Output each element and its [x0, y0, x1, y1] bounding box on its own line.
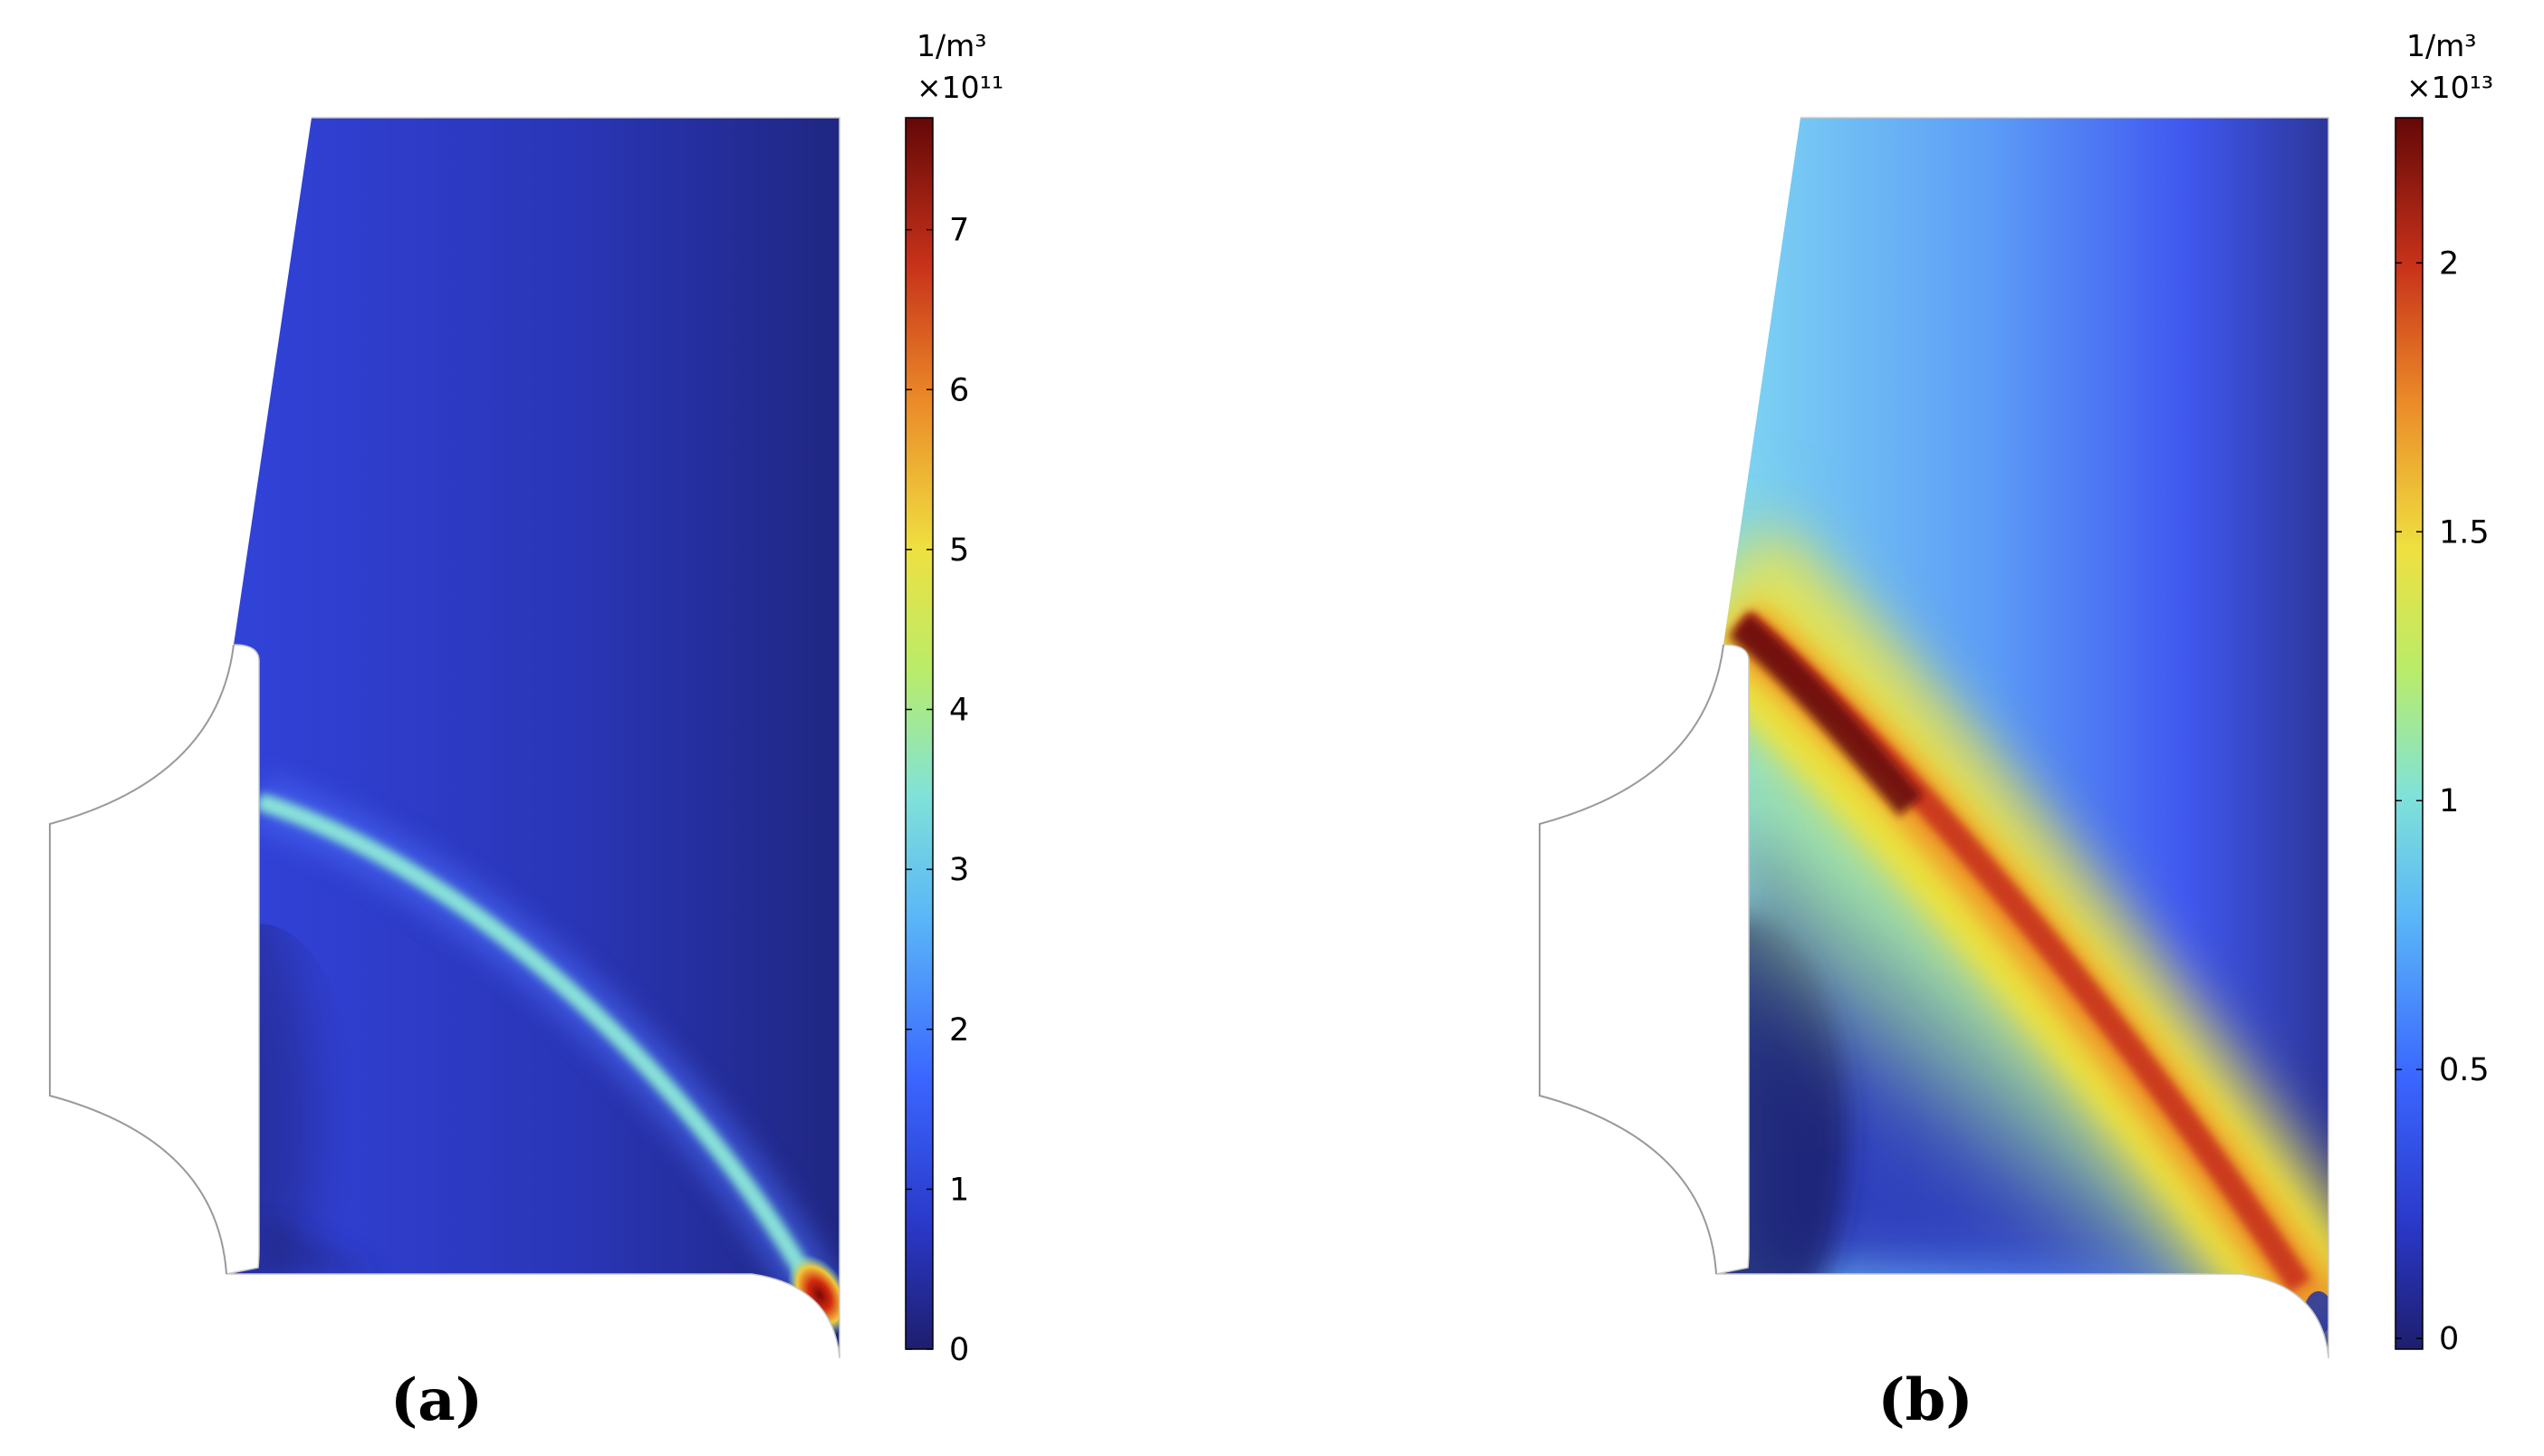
colorbar-a-gradient — [905, 117, 934, 1350]
colorbar-b-tick-label: 1 — [2439, 783, 2459, 819]
colorbar-b-tick-label: 1.5 — [2439, 514, 2490, 551]
colorbar-a-tick-label: 3 — [949, 852, 969, 888]
colorbar-b-unit: 1/m³ — [2406, 28, 2477, 63]
colorbar-b-gradient — [2395, 117, 2424, 1350]
colorbar-a: 1/m³ ×10¹¹ 0 1 2 3 4 5 6 7 — [905, 28, 1003, 1368]
colorbar-a-tick-label: 1 — [949, 1172, 969, 1208]
colorbar-a-tick-label: 4 — [949, 693, 969, 729]
colorbar-b-tick-label: 0.5 — [2439, 1052, 2490, 1088]
colorbar-a-tick-label: 0 — [949, 1332, 969, 1368]
colorbar-b-tick-label: 2 — [2439, 245, 2459, 282]
panel-a-electrode-outline — [49, 644, 235, 1275]
panel-b-electrode-outline — [1539, 644, 1724, 1275]
colorbar-b: 1/m³ ×10¹³ 0 0.5 1 1.5 2 — [2395, 28, 2493, 1357]
panel-a-field — [226, 117, 840, 1359]
colorbar-a-unit: 1/m³ — [917, 28, 987, 63]
colorbar-a-multiplier: ×10¹¹ — [917, 70, 1003, 105]
colorbar-a-tick-label: 7 — [949, 213, 969, 249]
colorbar-a-tick-label: 2 — [949, 1012, 969, 1049]
panel-b-field — [1715, 117, 2329, 1359]
colorbar-a-ticks: 0 1 2 3 4 5 6 7 — [906, 213, 969, 1368]
colorbar-b-multiplier: ×10¹³ — [2406, 70, 2493, 105]
panel-b-label: (b) — [1877, 1366, 1973, 1434]
colorbar-a-tick-label: 6 — [949, 372, 969, 408]
panel-a-label: (a) — [390, 1366, 483, 1434]
colorbar-b-ticks: 0 0.5 1 1.5 2 — [2395, 245, 2490, 1357]
colorbar-a-tick-label: 5 — [949, 532, 969, 569]
colorbar-b-tick-label: 0 — [2439, 1321, 2459, 1357]
